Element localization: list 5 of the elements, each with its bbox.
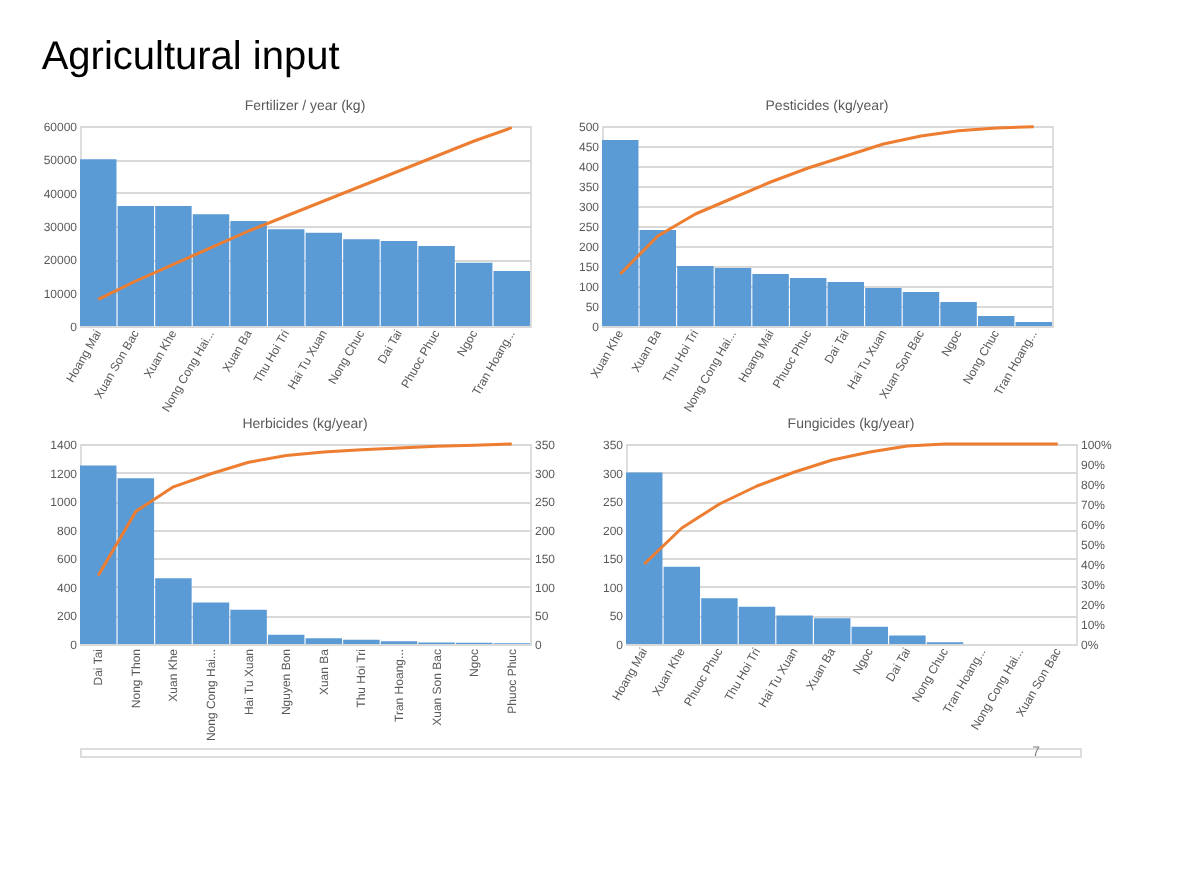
text: Agricultural input bbox=[41, 35, 341, 79]
line-series bbox=[96, 442, 514, 577]
line-series bbox=[642, 442, 1060, 566]
line-series bbox=[618, 125, 1036, 276]
line-series bbox=[96, 126, 514, 301]
